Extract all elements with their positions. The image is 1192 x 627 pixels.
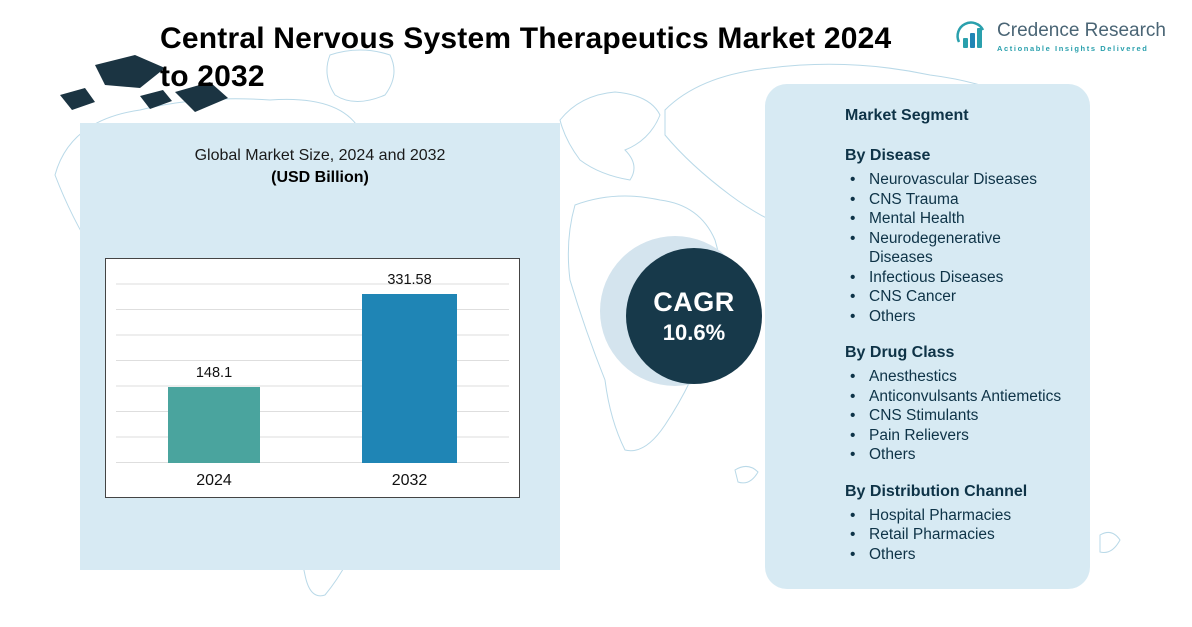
segment-group-title: By Distribution Channel	[845, 482, 1028, 500]
segment-item: Anesthestics	[845, 367, 1062, 387]
segment-group: By Distribution Channel Hospital Pharmaci…	[845, 483, 1062, 565]
segment-item-list: AnesthesticsAnticonvulsants AntiemeticsC…	[845, 367, 1062, 465]
cagr-badge: CAGR 10.6%	[626, 248, 762, 384]
logo-tagline: Actionable Insights Delivered	[997, 44, 1149, 53]
logo-text-block: Credence Research Actionable Insights De…	[997, 20, 1166, 53]
bar-2024: 148.1 2024	[168, 365, 260, 489]
bar-value-label: 331.58	[387, 272, 432, 288]
segment-item: Neurodegenerative Diseases	[845, 229, 1062, 268]
segment-item: Infectious Diseases	[845, 268, 1062, 288]
segment-item: Retail Pharmacies	[845, 525, 1062, 545]
bar-category-label: 2032	[391, 472, 428, 489]
cagr-value: 10.6%	[662, 319, 726, 345]
market-segment-heading: Market Segment	[845, 107, 969, 124]
segment-item: Anticonvulsants Antiemetics	[845, 387, 1062, 407]
segment-group-title: By Drug Class	[845, 344, 955, 361]
chart-subtitle: Global Market Size, 2024 and 2032	[194, 147, 446, 164]
bar-category-label: 2024	[196, 472, 232, 489]
credence-research-logo: Credence Research Actionable Insights De…	[955, 20, 1166, 54]
segment-item: CNS Cancer	[845, 287, 1062, 307]
segment-item: Hospital Pharmacies	[845, 506, 1062, 526]
market-segment-content: Market Segment By Disease Neurovascular D…	[765, 84, 1090, 564]
chart-unit-label: (USD Billion)	[271, 169, 369, 186]
segment-group: By Disease Neurovascular DiseasesCNS Trau…	[845, 147, 1062, 326]
segment-group-title: By Disease	[845, 147, 931, 164]
chart-plot: 148.1 2024 331.58 2032	[116, 259, 509, 489]
segment-groups: By Disease Neurovascular DiseasesCNS Trau…	[845, 147, 1062, 564]
page-title: Central Nervous System Therapeutics Mark…	[160, 22, 892, 93]
market-segment-panel: Market Segment By Disease Neurovascular D…	[765, 84, 1090, 589]
bar-chart: 148.1 2024 331.58 2032	[105, 258, 520, 498]
bar-chart-logo-icon	[956, 21, 985, 48]
segment-item: Others	[845, 307, 1062, 327]
cagr-label: CAGR	[653, 286, 735, 317]
bar-value-label: 148.1	[195, 365, 233, 381]
segment-item-list: Neurovascular DiseasesCNS TraumaMental H…	[845, 170, 1062, 326]
bar-rect	[168, 387, 260, 463]
segment-item: CNS Stimulants	[845, 406, 1062, 426]
segment-group: By Drug Class AnesthesticsAnticonvulsants…	[845, 344, 1062, 465]
chart-panel: Global Market Size, 2024 and 2032 (USD B…	[80, 123, 560, 570]
segment-item: Others	[845, 545, 1062, 565]
segment-item: Others	[845, 445, 1062, 465]
segment-item-list: Hospital PharmaciesRetail PharmaciesOthe…	[845, 506, 1062, 565]
segment-item: Neurovascular Diseases	[845, 170, 1062, 190]
segment-item: Pain Relievers	[845, 426, 1062, 446]
bar-rect	[362, 294, 457, 463]
bar-2032: 331.58 2032	[362, 272, 457, 489]
segment-item: CNS Trauma	[845, 190, 1062, 210]
logo-name: Credence Research	[997, 20, 1166, 41]
segment-item: Mental Health	[845, 209, 1062, 229]
